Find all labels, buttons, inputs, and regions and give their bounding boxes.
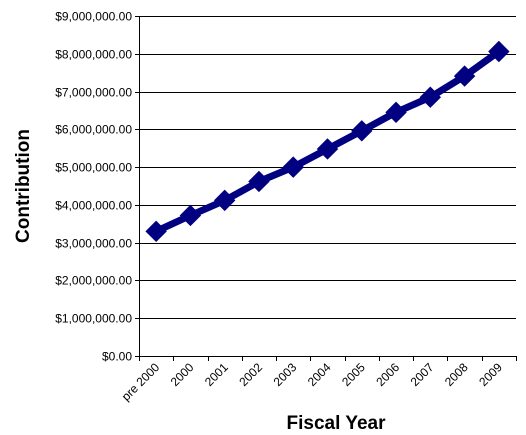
x-tick-label: 2001 [202, 360, 231, 389]
x-tick-label: 2004 [305, 360, 334, 389]
data-point [419, 86, 442, 108]
data-point [145, 220, 167, 243]
axes [135, 16, 517, 361]
x-axis-title: Fiscal Year [287, 413, 387, 434]
y-tick-label: $2,000,000.00 [55, 274, 132, 288]
y-tick-label: $3,000,000.00 [55, 237, 132, 251]
data-point [351, 120, 373, 142]
y-tick-label: $8,000,000.00 [55, 48, 132, 62]
x-tick-label: 2006 [373, 360, 402, 389]
y-tick-label: $1,000,000.00 [55, 312, 132, 326]
y-tick-label: $9,000,000.00 [55, 10, 132, 24]
y-axis-title: Contribution [13, 129, 34, 243]
data-point [316, 138, 339, 160]
x-tick-label: 2003 [271, 360, 300, 389]
data-point [213, 189, 236, 212]
x-tick-label: 2005 [339, 360, 368, 389]
y-tick-label: $6,000,000.00 [55, 123, 132, 137]
series [145, 40, 510, 243]
data-point [282, 156, 304, 178]
data-point [248, 170, 270, 193]
y-tick-label: $4,000,000.00 [55, 199, 132, 213]
y-tick-label: $0.00 [102, 350, 132, 364]
x-tick-labels: pre 2000 2000 2001 2002 2003 2004 2005 2006 2007… [119, 360, 505, 404]
x-tick-label: 2008 [442, 360, 471, 389]
data-point [385, 101, 407, 124]
x-tick-label: 2000 [168, 360, 197, 389]
y-tick-label: $5,000,000.00 [55, 161, 132, 175]
y-tick-labels: $0.00 $1,000,000.00 $2,000,000.00 $3,000,00… [55, 10, 132, 364]
data-point [179, 204, 202, 227]
x-tick-label: 2002 [236, 360, 265, 389]
y-tick-label: $7,000,000.00 [55, 86, 132, 100]
data-point [488, 40, 510, 63]
gridlines [139, 16, 516, 319]
x-tick-label: pre 2000 [119, 360, 163, 404]
x-tick-label: 2009 [476, 360, 505, 389]
x-tick-label: 2007 [408, 360, 437, 389]
data-point [453, 65, 476, 87]
